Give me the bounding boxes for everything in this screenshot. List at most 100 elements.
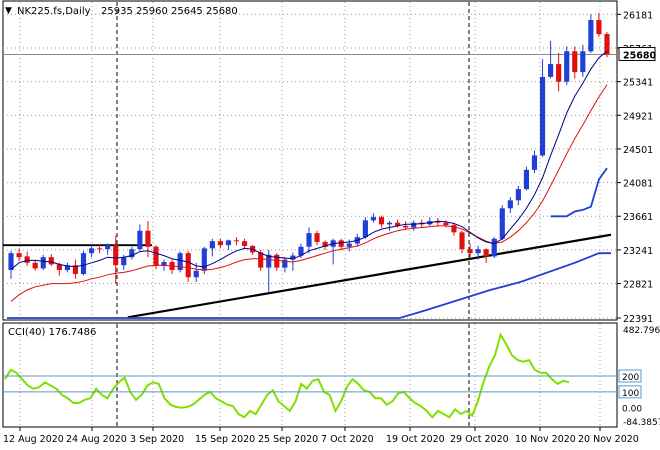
cci-min-label: -84.3857: [623, 418, 660, 428]
candle-body: [217, 241, 223, 246]
time-tick-label: 12 Aug 2020: [3, 434, 64, 445]
candle-body: [201, 248, 207, 271]
time-tick-label: 3 Sep 2020: [130, 434, 184, 445]
time-tick-label: 7 Oct 2020: [321, 434, 374, 445]
last-price-box: [618, 46, 656, 61]
chart-menu-icon[interactable]: ▼: [5, 6, 12, 16]
fast-moving-average: [10, 50, 608, 270]
cci-max-label: 482.7966: [623, 326, 660, 336]
symbol-label: NK225.fs,Daily: [17, 6, 91, 17]
candle-body: [48, 257, 54, 265]
candle-body: [80, 253, 87, 275]
candle-body: [378, 217, 385, 225]
candle-body: [121, 257, 127, 266]
candle-body: [459, 232, 465, 250]
trendline: [127, 233, 612, 319]
price-tick-label: 24501: [623, 145, 653, 156]
candle-body: [16, 253, 22, 258]
candle-body: [193, 270, 199, 278]
time-tick-label: 15 Sep 2020: [195, 434, 255, 445]
price-axis: 2618125761253412492124501240812366123241…: [617, 10, 656, 325]
time-tick-label: 19 Oct 2020: [386, 434, 445, 445]
candle-body: [306, 233, 312, 247]
candle-body: [539, 76, 546, 156]
candle-body: [32, 262, 38, 269]
candle-body: [64, 265, 70, 271]
cci-label: CCI(40) 176.7486: [8, 327, 96, 338]
candle-body: [604, 34, 610, 55]
candle-body: [88, 248, 95, 254]
candle-body: [177, 253, 183, 271]
candle-body: [137, 230, 143, 250]
candle-body: [435, 221, 441, 223]
candle-body: [322, 241, 328, 247]
time-tick-label: 29 Oct 2020: [450, 434, 509, 445]
candle-body: [233, 240, 240, 242]
candle-body: [443, 222, 449, 226]
candle-body: [105, 245, 111, 250]
candle-body: [314, 233, 320, 242]
ohlc-values: 25935 25960 25645 25680: [101, 6, 238, 17]
candle-body: [523, 169, 530, 190]
candle-body: [451, 225, 457, 233]
price-tick-label: 24921: [623, 111, 653, 122]
price-tick-label: 24081: [623, 179, 653, 190]
candle-body: [266, 254, 272, 268]
candle-body: [564, 51, 570, 82]
candle-body: [153, 246, 159, 266]
candle-body: [290, 255, 296, 260]
candle-body: [515, 189, 521, 201]
candle-body: [258, 252, 264, 268]
candle-body: [40, 257, 46, 269]
candle-body: [499, 208, 505, 239]
candle-body: [185, 253, 191, 278]
candle-body: [483, 249, 489, 257]
candle-body: [145, 230, 151, 247]
time-tick-label: 20 Nov 2020: [578, 434, 639, 445]
cci-axis: 200 100 0.00 482.7966 -84.3857: [3, 326, 660, 428]
last-price-label: 25680: [623, 50, 656, 61]
candle-body: [491, 238, 497, 257]
price-tick-label: 26181: [623, 10, 653, 21]
candle-body: [346, 243, 352, 247]
reference-lines: [3, 53, 617, 319]
cci-panel[interactable]: [2, 322, 618, 428]
candle-body: [72, 265, 79, 275]
channel-lower-line: [7, 252, 611, 319]
candle-body: [556, 64, 562, 82]
candle-body: [411, 222, 417, 228]
candle-body: [8, 253, 14, 271]
moving-averages: [10, 50, 608, 302]
candle-body: [588, 20, 594, 52]
candle-body: [298, 246, 304, 256]
price-tick-label: 25341: [623, 78, 653, 89]
candle-body: [225, 240, 232, 246]
slow-moving-average: [10, 84, 608, 302]
candle-body: [548, 64, 554, 77]
candle-body: [370, 217, 377, 221]
candle-body: [56, 264, 62, 271]
candle-body: [97, 248, 103, 250]
candle-body: [24, 256, 30, 263]
price-tick-label: 23661: [623, 212, 653, 223]
time-axis: 12 Aug 2020 24 Aug 2020 3 Sep 2020 15 Sep 2…: [3, 427, 639, 445]
candle-body: [395, 222, 401, 226]
candle-body: [580, 51, 586, 73]
candle-body: [386, 222, 393, 225]
candle-body: [274, 254, 280, 268]
candle-body: [531, 155, 538, 170]
time-tick-label: 10 Nov 2020: [515, 434, 576, 445]
candle-body: [467, 249, 473, 254]
candle-body: [241, 241, 248, 246]
candles: [8, 12, 610, 292]
candle-body: [209, 241, 215, 249]
cci-level-box: [618, 369, 642, 383]
price-panel[interactable]: [2, 0, 618, 321]
time-tick-label: 24 Aug 2020: [66, 434, 127, 445]
candle-body: [282, 259, 288, 268]
candle-body: [403, 225, 409, 228]
candle-body: [161, 261, 167, 266]
cci-level-label: 100: [622, 389, 639, 399]
price-tick-label: 23241: [623, 246, 653, 257]
